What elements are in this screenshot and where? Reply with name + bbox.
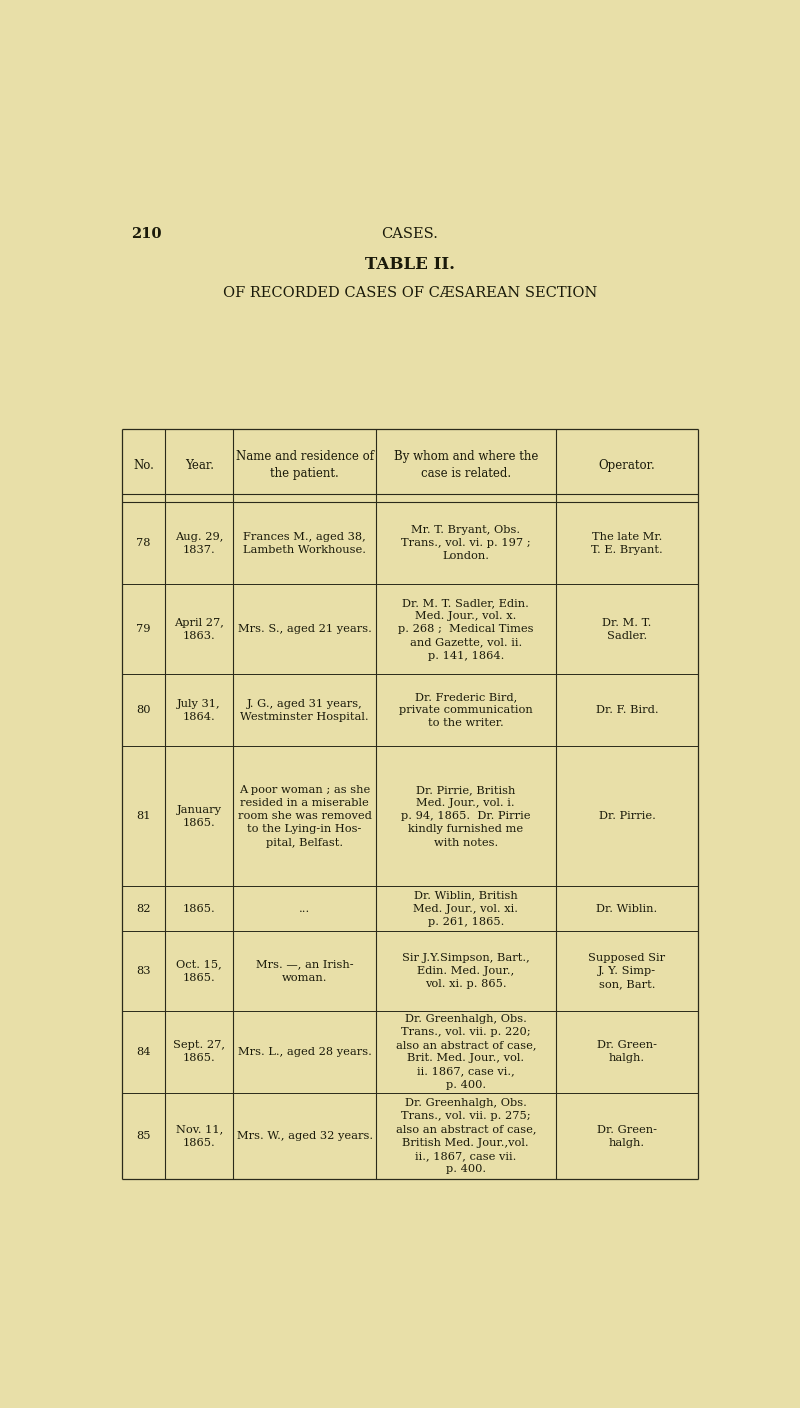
Text: 81: 81 [136,811,150,821]
Text: Dr. Green-
halgh.: Dr. Green- halgh. [597,1125,657,1148]
Text: Dr. Wiblin.: Dr. Wiblin. [596,904,658,914]
Text: 83: 83 [136,966,150,976]
Text: No.: No. [133,459,154,472]
Text: Aug. 29,
1837.: Aug. 29, 1837. [175,531,223,555]
Text: CASES.: CASES. [382,227,438,241]
Text: July 31,
1864.: July 31, 1864. [178,698,221,722]
Text: Frances M., aged 38,
Lambeth Workhouse.: Frances M., aged 38, Lambeth Workhouse. [243,531,366,555]
Text: Name and residence of
the patient.: Name and residence of the patient. [236,451,374,480]
Text: Dr. Greenhalgh, Obs.
Trans., vol. vii. p. 220;
also an abstract of case,
Brit. M: Dr. Greenhalgh, Obs. Trans., vol. vii. p… [395,1014,536,1090]
Text: A poor woman ; as she
resided in a miserable
room she was removed
to the Lying-i: A poor woman ; as she resided in a miser… [238,784,371,848]
Text: Sir J.Y.Simpson, Bart.,
Edin. Med. Jour.,
vol. xi. p. 865.: Sir J.Y.Simpson, Bart., Edin. Med. Jour.… [402,953,530,990]
Text: TABLE II.: TABLE II. [365,256,455,273]
Text: 1865.: 1865. [183,904,215,914]
Text: 82: 82 [136,904,150,914]
Text: Dr. F. Bird.: Dr. F. Bird. [596,705,658,715]
Text: Dr. Greenhalgh, Obs.
Trans., vol. vii. p. 275;
also an abstract of case,
British: Dr. Greenhalgh, Obs. Trans., vol. vii. p… [395,1098,536,1174]
Text: Dr. Green-
halgh.: Dr. Green- halgh. [597,1041,657,1063]
Text: Mrs. W., aged 32 years.: Mrs. W., aged 32 years. [237,1131,373,1142]
Text: 84: 84 [136,1048,150,1057]
Text: Mrs. S., aged 21 years.: Mrs. S., aged 21 years. [238,624,371,635]
Text: Dr. Pirrie.: Dr. Pirrie. [598,811,655,821]
Text: Mr. T. Bryant, Obs.
Trans., vol. vi. p. 197 ;
London.: Mr. T. Bryant, Obs. Trans., vol. vi. p. … [401,525,530,562]
Text: By whom and where the
case is related.: By whom and where the case is related. [394,451,538,480]
Text: 85: 85 [136,1131,150,1142]
Text: Supposed Sir
J. Y. Simp-
son, Bart.: Supposed Sir J. Y. Simp- son, Bart. [589,953,666,990]
Text: Year.: Year. [185,459,214,472]
Text: Dr. Wiblin, British
Med. Jour., vol. xi.
p. 261, 1865.: Dr. Wiblin, British Med. Jour., vol. xi.… [414,891,518,926]
Text: Operator.: Operator. [598,459,655,472]
Text: 78: 78 [136,538,150,548]
Text: OF RECORDED CASES OF CÆSAREAN SECTION: OF RECORDED CASES OF CÆSAREAN SECTION [223,286,597,300]
Text: Mrs. —, an Irish-
woman.: Mrs. —, an Irish- woman. [256,959,354,983]
Text: 80: 80 [136,705,150,715]
Text: Oct. 15,
1865.: Oct. 15, 1865. [176,959,222,983]
Text: Nov. 11,
1865.: Nov. 11, 1865. [175,1125,223,1148]
Text: Dr. Frederic Bird,
private communication
to the writer.: Dr. Frederic Bird, private communication… [399,691,533,728]
Text: J. G., aged 31 years,
Westminster Hospital.: J. G., aged 31 years, Westminster Hospit… [240,698,369,722]
Text: 210: 210 [131,227,162,241]
Text: Mrs. L., aged 28 years.: Mrs. L., aged 28 years. [238,1048,371,1057]
Text: January
1865.: January 1865. [177,804,222,828]
Text: 79: 79 [136,624,150,635]
Text: Sept. 27,
1865.: Sept. 27, 1865. [173,1041,226,1063]
Text: Dr. M. T. Sadler, Edin.
Med. Jour., vol. x.
p. 268 ;  Medical Times
and Gazette,: Dr. M. T. Sadler, Edin. Med. Jour., vol.… [398,598,534,660]
Text: April 27,
1863.: April 27, 1863. [174,618,224,641]
Text: The late Mr.
T. E. Bryant.: The late Mr. T. E. Bryant. [591,531,663,555]
Text: Dr. M. T.
Sadler.: Dr. M. T. Sadler. [602,618,652,641]
Text: Dr. Pirrie, British
Med. Jour., vol. i.
p. 94, 1865.  Dr. Pirrie
kindly furnishe: Dr. Pirrie, British Med. Jour., vol. i. … [401,784,530,848]
Text: ...: ... [299,904,310,914]
